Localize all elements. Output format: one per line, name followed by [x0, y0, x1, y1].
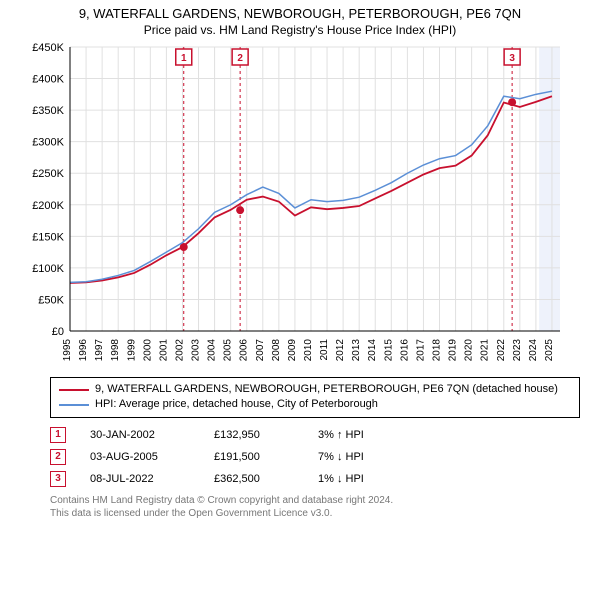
svg-text:2005: 2005	[223, 338, 234, 361]
svg-text:2002: 2002	[174, 338, 185, 361]
svg-text:2013: 2013	[351, 338, 362, 361]
event-row: 1 30-JAN-2002 £132,950 3% ↑ HPI	[50, 424, 580, 446]
svg-text:2010: 2010	[303, 338, 314, 361]
footer-line: This data is licensed under the Open Gov…	[50, 507, 580, 520]
svg-text:2003: 2003	[191, 338, 202, 361]
svg-text:£300K: £300K	[32, 137, 64, 149]
svg-text:1996: 1996	[78, 338, 89, 361]
svg-text:2001: 2001	[158, 338, 169, 361]
legend-label: HPI: Average price, detached house, City…	[95, 397, 378, 412]
event-price: £132,950	[214, 429, 294, 441]
svg-text:2019: 2019	[448, 338, 459, 361]
svg-text:2015: 2015	[383, 338, 394, 361]
svg-text:2017: 2017	[415, 338, 426, 361]
svg-text:1997: 1997	[94, 338, 105, 361]
chart-title-line1: 9, WATERFALL GARDENS, NEWBOROUGH, PETERB…	[0, 0, 600, 23]
legend-row: HPI: Average price, detached house, City…	[59, 397, 571, 412]
svg-text:2014: 2014	[367, 338, 378, 361]
event-row: 2 03-AUG-2005 £191,500 7% ↓ HPI	[50, 446, 580, 468]
svg-text:1: 1	[181, 53, 187, 64]
svg-text:£150K: £150K	[32, 231, 64, 243]
event-diff: 7% ↓ HPI	[318, 451, 398, 463]
footer: Contains HM Land Registry data © Crown c…	[50, 494, 580, 520]
svg-text:2000: 2000	[142, 338, 153, 361]
event-price: £362,500	[214, 473, 294, 485]
svg-text:£250K: £250K	[32, 168, 64, 180]
event-marker-icon: 1	[50, 427, 66, 443]
event-date: 03-AUG-2005	[90, 451, 190, 463]
svg-text:£50K: £50K	[38, 294, 64, 306]
svg-text:2021: 2021	[480, 338, 491, 361]
chart-title-line2: Price paid vs. HM Land Registry's House …	[0, 23, 600, 41]
svg-text:2020: 2020	[464, 338, 475, 361]
event-diff: 3% ↑ HPI	[318, 429, 398, 441]
svg-text:2007: 2007	[255, 338, 266, 361]
svg-text:2024: 2024	[528, 338, 539, 361]
svg-text:2011: 2011	[319, 338, 330, 360]
svg-text:2022: 2022	[496, 338, 507, 361]
svg-text:£350K: £350K	[32, 105, 64, 117]
legend-swatch	[59, 404, 89, 406]
price-chart: £0 £50K £100K £150K £200K £250K £300K £350K £400…	[20, 41, 580, 371]
svg-text:2018: 2018	[432, 338, 443, 361]
svg-text:2006: 2006	[239, 338, 250, 361]
svg-text:2012: 2012	[335, 338, 346, 361]
svg-text:2023: 2023	[512, 338, 523, 361]
svg-text:1995: 1995	[62, 338, 73, 361]
svg-text:£100K: £100K	[32, 263, 64, 275]
legend-label: 9, WATERFALL GARDENS, NEWBOROUGH, PETERB…	[95, 382, 558, 397]
legend-row: 9, WATERFALL GARDENS, NEWBOROUGH, PETERB…	[59, 382, 571, 397]
event-price: £191,500	[214, 451, 294, 463]
event-date: 30-JAN-2002	[90, 429, 190, 441]
svg-text:2008: 2008	[271, 338, 282, 361]
svg-text:£0: £0	[52, 326, 64, 338]
legend-swatch	[59, 389, 89, 391]
svg-text:2009: 2009	[287, 338, 298, 361]
event-row: 3 08-JUL-2022 £362,500 1% ↓ HPI	[50, 468, 580, 490]
svg-text:£450K: £450K	[32, 42, 64, 54]
svg-text:3: 3	[509, 53, 515, 64]
svg-text:1998: 1998	[110, 338, 121, 361]
event-table: 1 30-JAN-2002 £132,950 3% ↑ HPI 2 03-AUG…	[50, 424, 580, 490]
svg-text:2025: 2025	[544, 338, 555, 361]
svg-text:2016: 2016	[399, 338, 410, 361]
svg-text:1999: 1999	[126, 338, 137, 361]
svg-text:£200K: £200K	[32, 200, 64, 212]
svg-text:2004: 2004	[207, 338, 218, 361]
event-diff: 1% ↓ HPI	[318, 473, 398, 485]
footer-line: Contains HM Land Registry data © Crown c…	[50, 494, 580, 507]
event-marker-icon: 2	[50, 449, 66, 465]
svg-text:£400K: £400K	[32, 73, 64, 85]
svg-text:2: 2	[237, 53, 243, 64]
legend: 9, WATERFALL GARDENS, NEWBOROUGH, PETERB…	[50, 377, 580, 418]
event-marker-icon: 3	[50, 471, 66, 487]
event-date: 08-JUL-2022	[90, 473, 190, 485]
